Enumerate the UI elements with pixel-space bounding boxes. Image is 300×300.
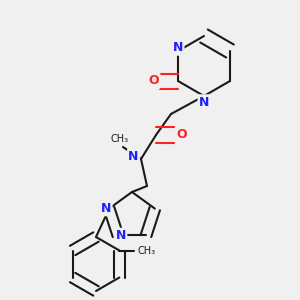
Text: N: N — [173, 41, 183, 55]
Text: N: N — [116, 229, 126, 242]
Text: N: N — [101, 202, 111, 215]
Text: CH₃: CH₃ — [137, 245, 155, 256]
Text: N: N — [199, 95, 209, 109]
Text: O: O — [149, 74, 159, 88]
Text: CH₃: CH₃ — [111, 134, 129, 144]
Text: N: N — [128, 149, 139, 163]
Text: O: O — [176, 128, 187, 142]
